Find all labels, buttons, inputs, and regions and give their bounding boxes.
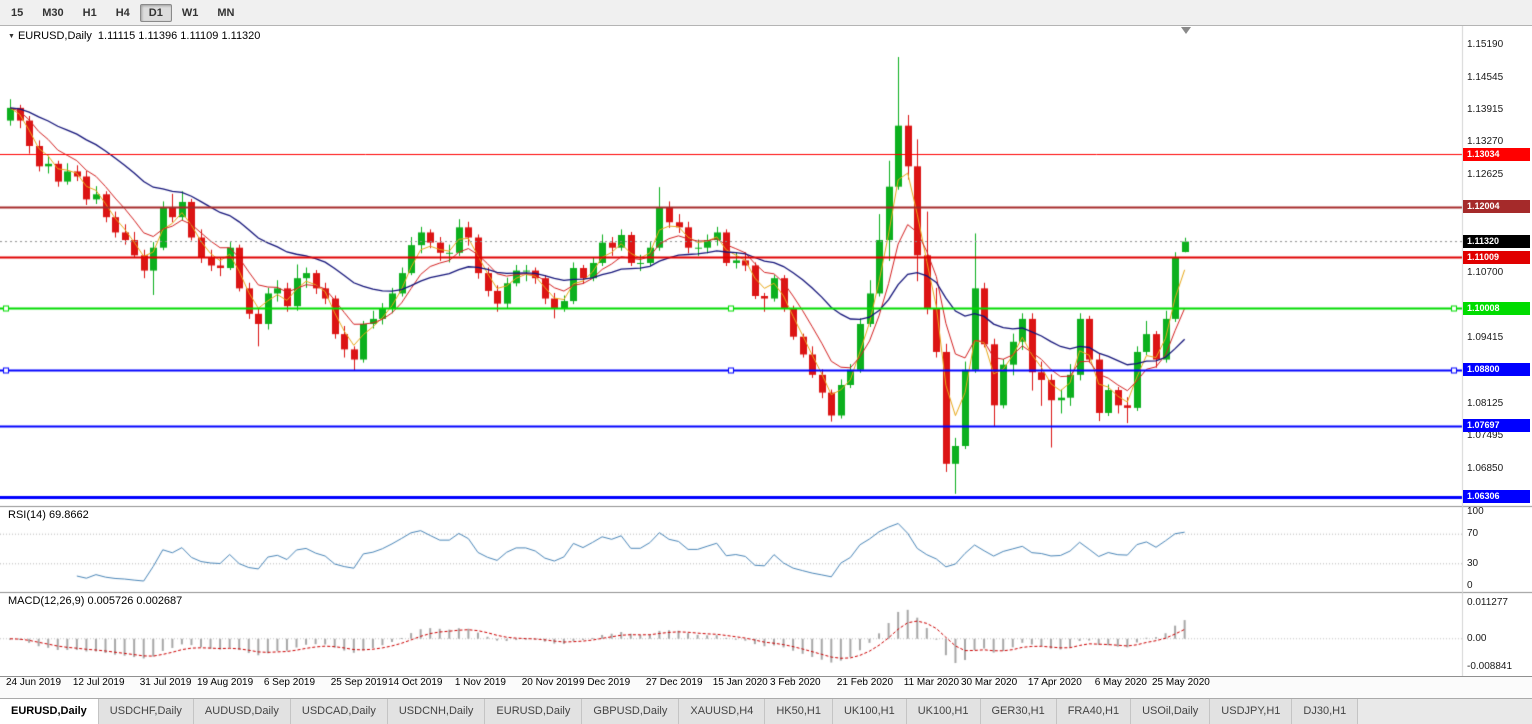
chart-tab-7-xauusd-h4[interactable]: XAUUSD,H4	[679, 699, 766, 724]
time-axis-label: 25 Sep 2019	[330, 677, 388, 688]
time-axis-label: 3 Feb 2020	[770, 677, 821, 688]
chart-tabs-bar: EURUSD,Daily USDCHF,Daily AUDUSD,Daily USDC…	[0, 698, 1532, 724]
chart-tab-9-uk100-h1[interactable]: UK100,H1	[832, 699, 907, 724]
timeframe-button-d1[interactable]: D1	[139, 3, 172, 22]
chart-canvas[interactable]	[0, 26, 1532, 676]
timeframe-button-h1[interactable]: H1	[82, 6, 97, 19]
chart-tab-4-usdcnh-daily[interactable]: USDCNH,Daily	[387, 699, 486, 724]
chart-tab-0-eurusd-daily[interactable]: EURUSD,Daily	[0, 699, 99, 724]
timeframe-button-15[interactable]: 15	[11, 6, 24, 19]
chart-tab-13-usoil-daily[interactable]: USOil,Daily	[1131, 699, 1211, 724]
chart-tab-2-audusd-daily[interactable]: AUDUSD,Daily	[193, 699, 291, 724]
chart-tab-15-dj30-h1[interactable]: DJ30,H1	[1292, 699, 1359, 724]
time-axis-label: 12 Jul 2019	[72, 677, 125, 688]
time-axis-label: 17 Apr 2020	[1027, 677, 1082, 688]
timeframe-button-mn[interactable]: MN	[217, 6, 235, 19]
timeframe-button-w1[interactable]: W1	[181, 6, 199, 19]
chart-tab-3-usdcad-daily[interactable]: USDCAD,Daily	[290, 699, 388, 724]
chart-tab-12-fra40-h1[interactable]: FRA40,H1	[1056, 699, 1132, 724]
chart-tab-5-eurusd-daily[interactable]: EURUSD,Daily	[485, 699, 583, 724]
time-axis-label: 11 Mar 2020	[903, 677, 960, 688]
chart-tab-11-ger30-h1[interactable]: GER30,H1	[980, 699, 1057, 724]
time-axis-label: 15 Jan 2020	[712, 677, 768, 688]
chart-tab-6-gbpusd-daily[interactable]: GBPUSD,Daily	[582, 699, 680, 724]
time-axis-label: 20 Nov 2019	[521, 677, 579, 688]
time-axis-label: 21 Feb 2020	[836, 677, 894, 688]
time-axis-label: 14 Oct 2019	[388, 677, 443, 688]
time-axis-label: 9 Dec 2019	[579, 677, 631, 688]
time-axis-label: 31 Jul 2019	[139, 677, 192, 688]
time-axis-label: 25 May 2020	[1152, 677, 1210, 688]
chart-tab-10-uk100-h1[interactable]: UK100,H1	[906, 699, 981, 724]
time-axis-label: 6 May 2020	[1094, 677, 1147, 688]
timeframe-button-h4[interactable]: H4	[115, 6, 130, 19]
time-axis-label: 1 Nov 2019	[454, 677, 506, 688]
timeframe-toolbar: 15 M30 H1 H4 D1 W1 MN	[0, 0, 1532, 26]
chart-tab-8-hk50-h1[interactable]: HK50,H1	[765, 699, 833, 724]
time-axis-label: 27 Dec 2019	[645, 677, 703, 688]
time-axis-label: 6 Sep 2019	[263, 677, 316, 688]
chart-tab-1-usdchf-daily[interactable]: USDCHF,Daily	[98, 699, 194, 724]
time-axis-label: 24 Jun 2019	[6, 677, 62, 688]
time-axis[interactable]: 24 Jun 2019 12 Jul 2019 31 Jul 2019 19 Aug …	[0, 676, 1532, 698]
time-axis-label: 19 Aug 2019	[197, 677, 254, 688]
chart-tab-14-usdjpy-h1[interactable]: USDJPY,H1	[1210, 699, 1293, 724]
time-axis-label: 30 Mar 2020	[961, 677, 1018, 688]
timeframe-button-m30[interactable]: M30	[42, 6, 64, 19]
